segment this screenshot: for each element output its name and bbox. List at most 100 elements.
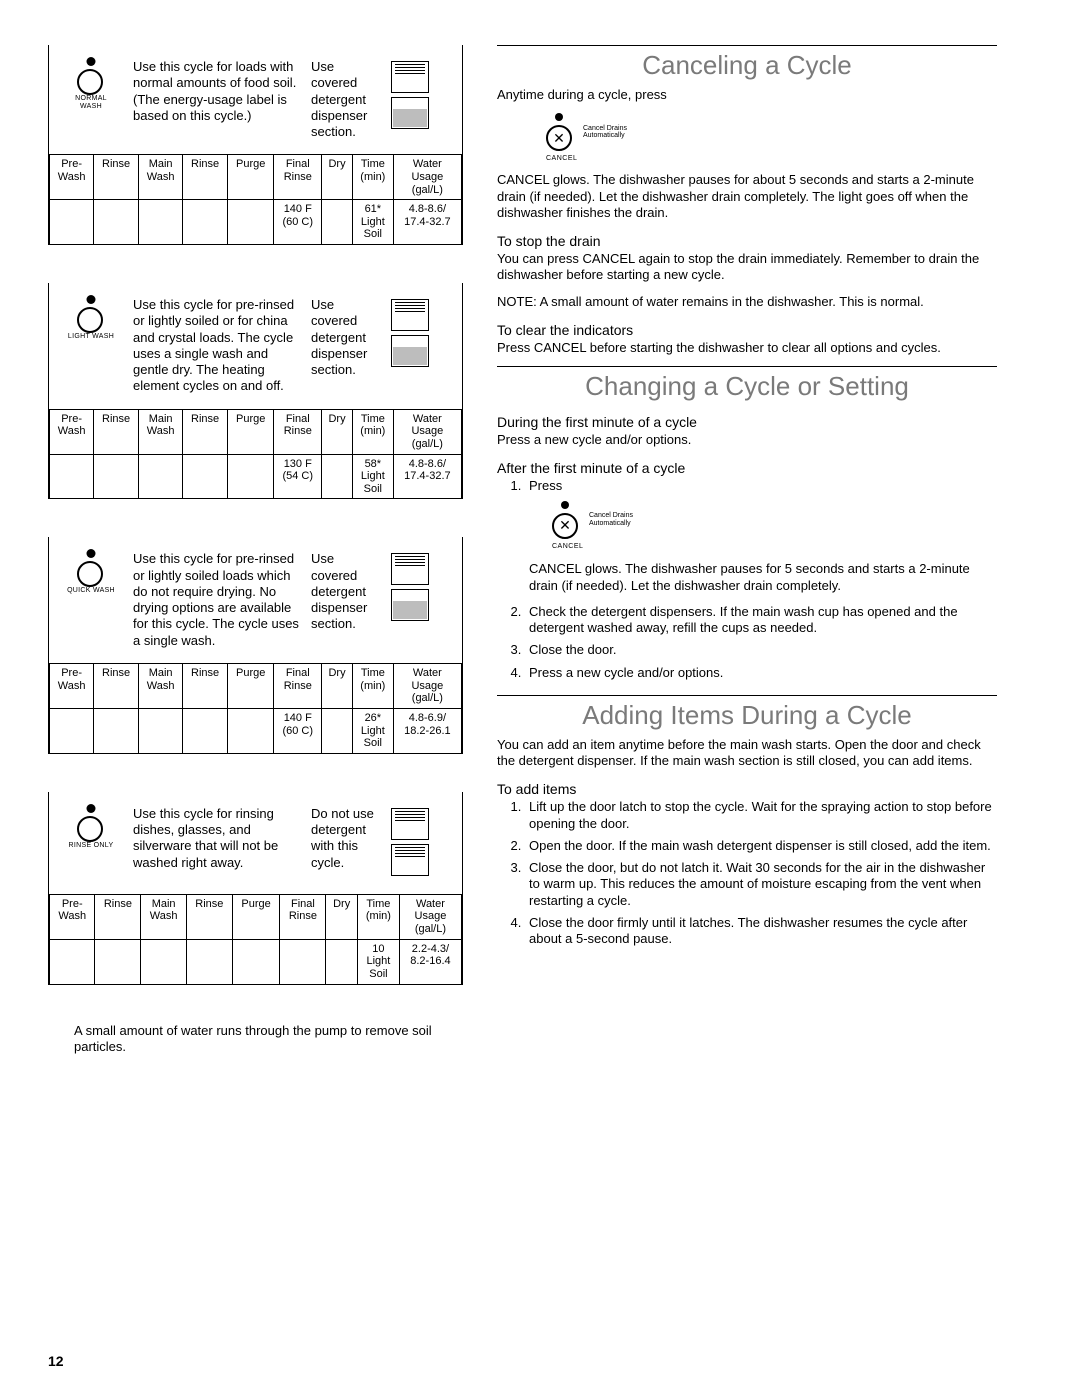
- table-cell: [232, 939, 280, 984]
- right-column: Canceling a Cycle Anytime during a cycle…: [497, 45, 997, 1055]
- left-column: NORMALWASHUse this cycle for loads with …: [48, 45, 463, 1055]
- table-header: MainWash: [139, 663, 183, 708]
- cycle-table: Pre-WashRinseMainWashRinsePurgeFinalRins…: [49, 154, 462, 245]
- section-title-changing: Changing a Cycle or Setting: [497, 371, 997, 402]
- table-header: Time(min): [352, 409, 393, 454]
- table-header: Rinse: [183, 663, 228, 708]
- adding-head: To add items: [497, 781, 997, 797]
- table-cell: [50, 708, 94, 753]
- canceling-p1: CANCEL glows. The dishwasher pauses for …: [497, 172, 997, 221]
- table-header: FinalRinse: [274, 663, 322, 708]
- table-header: Rinse: [95, 894, 141, 939]
- table-header: Rinse: [94, 155, 139, 200]
- table-header: Time(min): [357, 894, 399, 939]
- table-header: Rinse: [183, 409, 228, 454]
- changing-steps: Press ✕ Cancel DrainsAutomatically CANCE…: [497, 478, 997, 681]
- cycle-knob-icon: RINSE ONLY: [59, 806, 123, 850]
- section-title-canceling: Canceling a Cycle: [497, 50, 997, 81]
- table-header: Time(min): [352, 663, 393, 708]
- changing-step-2: Check the detergent dispensers. If the m…: [525, 604, 997, 637]
- clear-indicators-head: To clear the indicators: [497, 322, 997, 338]
- cancel-button-graphic: ✕ Cancel DrainsAutomatically CANCEL: [543, 113, 997, 162]
- page-content: NORMALWASHUse this cycle for loads with …: [48, 45, 1032, 1055]
- table-cell: [183, 200, 228, 245]
- table-cell: [95, 939, 141, 984]
- section-title-adding: Adding Items During a Cycle: [497, 700, 997, 731]
- table-header: Rinse: [94, 409, 139, 454]
- table-header: Dry: [322, 663, 353, 708]
- cancel-x-icon: ✕: [546, 125, 572, 151]
- dispenser-icon: [391, 806, 433, 880]
- table-cell: 4.8-8.6/17.4-32.7: [393, 454, 461, 499]
- table-header: MainWash: [139, 155, 183, 200]
- table-cell: [139, 708, 183, 753]
- cycle-table: Pre-WashRinseMainWashRinsePurgeFinalRins…: [49, 663, 462, 754]
- footnote: A small amount of water runs through the…: [74, 1023, 444, 1056]
- changing-first-head: During the first minute of a cycle: [497, 414, 997, 430]
- table-header: WaterUsage(gal/L): [393, 155, 461, 200]
- table-header: Pre-Wash: [50, 409, 94, 454]
- table-cell: [322, 454, 353, 499]
- table-cell: [228, 454, 274, 499]
- cancel-x-icon: ✕: [552, 513, 578, 539]
- divider: [497, 45, 997, 46]
- cancel-side-text: Cancel DrainsAutomatically: [589, 512, 633, 527]
- table-header: FinalRinse: [274, 409, 322, 454]
- table-cell: [139, 200, 183, 245]
- changing-after-head: After the first minute of a cycle: [497, 460, 997, 476]
- cycle-description: Use this cycle for pre-rinsed or lightly…: [133, 551, 301, 649]
- table-header: Rinse: [94, 663, 139, 708]
- table-cell: [326, 939, 358, 984]
- table-cell: 58*LightSoil: [352, 454, 393, 499]
- cycle-block: NORMALWASHUse this cycle for loads with …: [48, 45, 463, 245]
- cancel-label: CANCEL: [546, 155, 997, 162]
- cycle-table: Pre-WashRinseMainWashRinsePurgeFinalRins…: [49, 409, 462, 500]
- table-header: Time(min): [352, 155, 393, 200]
- table-header: Dry: [326, 894, 358, 939]
- table-cell: [141, 939, 186, 984]
- adding-intro: You can add an item anytime before the m…: [497, 737, 997, 770]
- table-cell: [94, 200, 139, 245]
- table-cell: 26*LightSoil: [352, 708, 393, 753]
- changing-step-3: Close the door.: [525, 642, 997, 658]
- table-header: Purge: [228, 663, 274, 708]
- changing-first-p: Press a new cycle and/or options.: [497, 432, 997, 448]
- table-cell: [280, 939, 326, 984]
- page-number: 12: [48, 1353, 64, 1369]
- table-header: Rinse: [186, 894, 232, 939]
- changing-step-1: Press ✕ Cancel DrainsAutomatically CANCE…: [525, 478, 997, 594]
- cycle-detergent-text: Do not use detergent with this cycle.: [311, 806, 381, 871]
- table-header: Pre-Wash: [50, 663, 94, 708]
- table-header: Purge: [228, 409, 274, 454]
- clear-indicators-p: Press CANCEL before starting the dishwas…: [497, 340, 997, 356]
- dispenser-icon: [391, 297, 433, 371]
- table-header: Pre-Wash: [50, 894, 95, 939]
- cycle-block: LIGHT WASHUse this cycle for pre-rinsed …: [48, 283, 463, 499]
- table-header: Purge: [228, 155, 274, 200]
- table-cell: 4.8-6.9/18.2-26.1: [393, 708, 461, 753]
- table-cell: 2.2-4.3/8.2-16.4: [399, 939, 461, 984]
- step-text: Press: [529, 478, 562, 493]
- adding-step: Close the door, but do not latch it. Wai…: [525, 860, 997, 909]
- cycle-description: Use this cycle for rinsing dishes, glass…: [133, 806, 301, 871]
- adding-step: Close the door firmly until it latches. …: [525, 915, 997, 948]
- cycle-detergent-text: Use covered detergent dispenser section.: [311, 59, 381, 140]
- cycle-knob-icon: NORMALWASH: [59, 59, 123, 110]
- table-cell: [139, 454, 183, 499]
- divider: [497, 695, 997, 696]
- table-cell: [186, 939, 232, 984]
- cancel-side-text: Cancel DrainsAutomatically: [583, 125, 627, 140]
- cancel-button-graphic: ✕ Cancel DrainsAutomatically CANCEL: [549, 501, 997, 552]
- table-header: Pre-Wash: [50, 155, 94, 200]
- table-cell: [228, 708, 274, 753]
- table-header: WaterUsage(gal/L): [393, 663, 461, 708]
- table-cell: [94, 454, 139, 499]
- dispenser-icon: [391, 59, 433, 133]
- table-cell: [183, 454, 228, 499]
- table-cell: [183, 708, 228, 753]
- cycle-block: QUICK WASHUse this cycle for pre-rinsed …: [48, 537, 463, 753]
- cycle-knob-icon: QUICK WASH: [59, 551, 123, 595]
- table-cell: 61*LightSoil: [352, 200, 393, 245]
- table-header: Rinse: [183, 155, 228, 200]
- stop-drain-note: NOTE: A small amount of water remains in…: [497, 294, 997, 310]
